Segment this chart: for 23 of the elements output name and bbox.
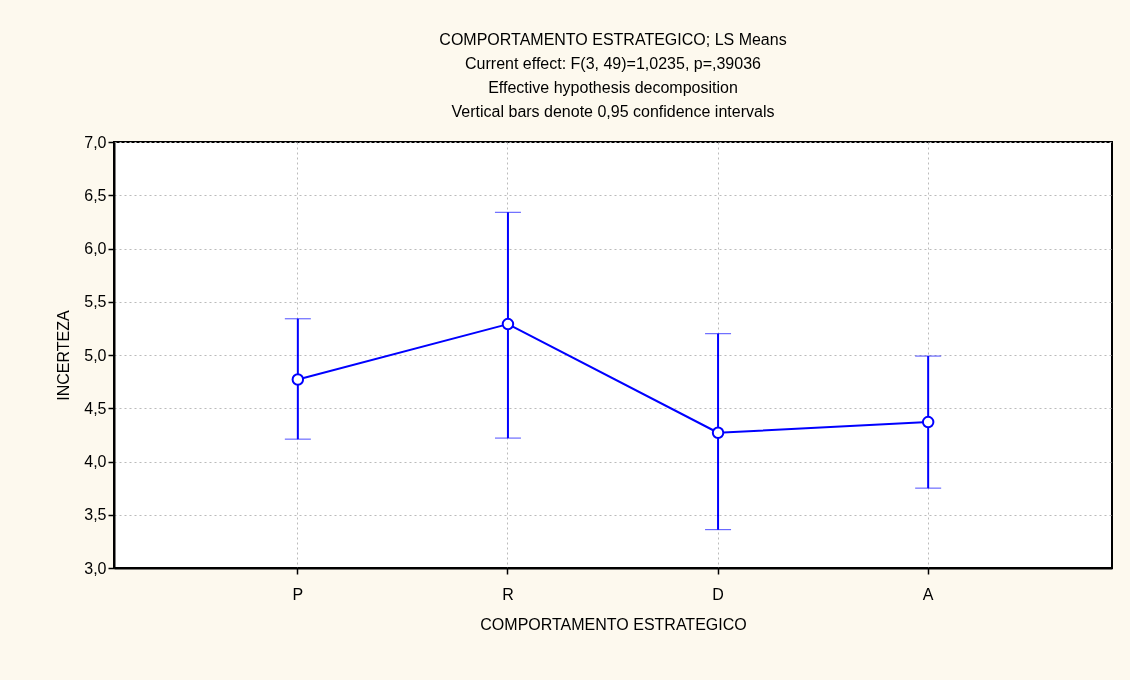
y-tick-label: 7,0 [84,133,107,151]
chart-title: COMPORTAMENTO ESTRATEGICO; LS Means [439,31,787,48]
x-tick-label: A [922,585,934,603]
x-axis-title: COMPORTAMENTO ESTRATEGICO [480,615,747,633]
text: Vertical bars denote 0,95 confidence intervals [451,103,775,120]
y-tick-label: 5,5 [84,293,107,311]
x-tick-label: R [502,585,514,603]
y-axis-title: INCERTEZA [55,309,73,401]
y-tick-label: 4,0 [84,453,107,470]
point [501,317,515,331]
point [921,415,935,429]
point [291,373,305,386]
point [711,426,725,439]
y-tick-label: 4,5 [84,399,107,417]
y-tick-label: 3,5 [84,506,107,524]
y-tick-label: 6,5 [84,186,107,204]
x-tick-label: P [292,585,304,603]
x-tick-label: D [712,585,724,603]
y-tick-label: 3,0 [84,559,107,577]
chart-subtitle: Current effect: F(3, 49)=1,0235, p=,39036 [465,55,762,72]
y-tick-label: 6,0 [84,240,107,257]
text: Effective hypothesis decomposition [488,79,738,96]
y-tick-label: 5,0 [84,346,107,364]
